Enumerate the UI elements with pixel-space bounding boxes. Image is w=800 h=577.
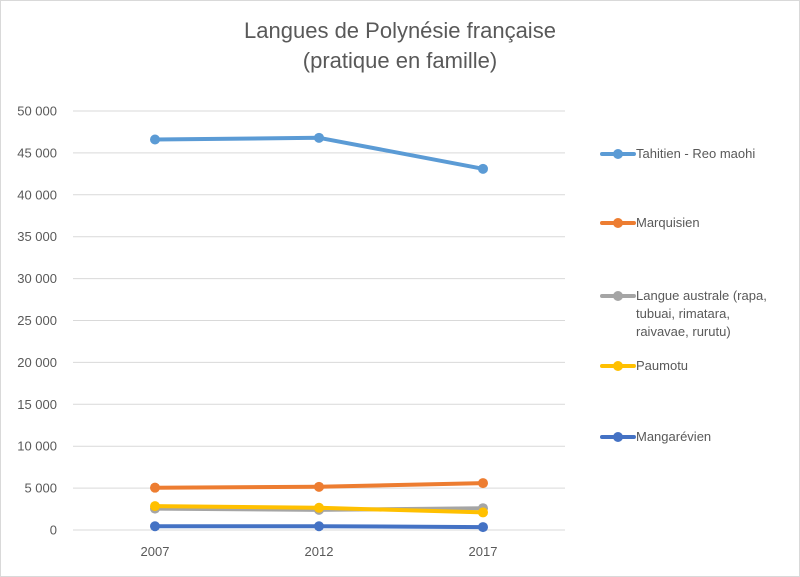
y-tick-label: 25 000	[17, 313, 57, 328]
legend-label: Paumotu	[636, 358, 689, 373]
x-tick-label: 2007	[141, 544, 170, 559]
data-point-marker	[150, 482, 160, 493]
x-tick-label: 2017	[469, 544, 498, 559]
y-tick-label: 35 000	[17, 229, 57, 244]
legend-item-australe: Langue australe (rapa, tubuai, rimatara,…	[600, 287, 786, 341]
legend-line-marker-icon	[600, 214, 636, 232]
y-tick-label: 50 000	[17, 104, 57, 119]
data-point-marker	[478, 507, 488, 518]
legend-line-marker-icon	[600, 287, 636, 305]
data-point-marker	[478, 163, 488, 174]
chart-title-line2: (pratique en famille)	[302, 48, 498, 73]
y-tick-label: 0	[50, 523, 57, 538]
data-point-marker	[150, 521, 160, 532]
legend-item-marquisien: Marquisien	[600, 214, 796, 232]
legend-label: Tahitien - Reo maohi	[636, 146, 756, 161]
legend-item-mangarevien: Mangarévien	[600, 428, 796, 446]
legend-label: Langue australe (rapa, tubuai, rimatara,…	[636, 288, 767, 339]
legend-label: Mangarévien	[636, 429, 712, 444]
legend-label: Marquisien	[636, 215, 700, 230]
data-point-marker	[314, 502, 324, 513]
y-tick-label: 5 000	[24, 481, 57, 496]
data-point-marker	[478, 522, 488, 533]
legend-line-marker-icon	[600, 357, 636, 375]
legend-line-marker-icon	[600, 145, 636, 163]
y-tick-label: 10 000	[17, 439, 57, 454]
data-point-marker	[150, 501, 160, 512]
y-tick-label: 20 000	[17, 355, 57, 370]
data-point-marker	[314, 521, 324, 532]
y-tick-label: 45 000	[17, 145, 57, 160]
legend-line-marker-icon	[600, 428, 636, 446]
chart-title: Langues de Polynésie française (pratique…	[200, 16, 600, 76]
chart-title-line1: Langues de Polynésie française	[244, 18, 556, 43]
data-point-marker	[314, 132, 324, 143]
legend: Tahitien - Reo maohi Marquisien Langue a…	[600, 0, 800, 577]
legend-item-tahitien: Tahitien - Reo maohi	[600, 145, 796, 163]
data-point-marker	[314, 481, 324, 492]
y-tick-label: 40 000	[17, 187, 57, 202]
x-tick-label: 2012	[305, 544, 334, 559]
legend-item-paumotu: Paumotu	[600, 357, 796, 375]
y-tick-label: 15 000	[17, 397, 57, 412]
data-point-marker	[150, 134, 160, 145]
data-point-marker	[478, 478, 488, 489]
y-tick-label: 30 000	[17, 271, 57, 286]
